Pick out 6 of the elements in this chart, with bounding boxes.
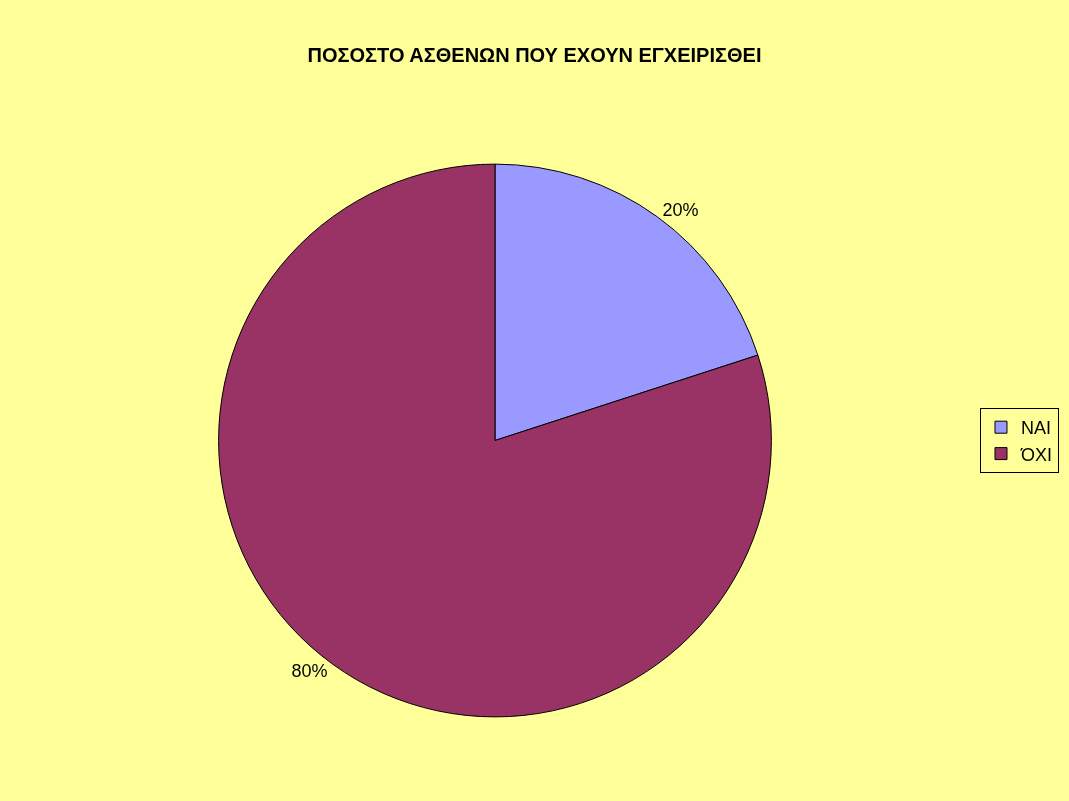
legend-label: ΌΧΙ <box>1019 444 1052 465</box>
chart-title: ΠΟΣΟΣΤΟ ΑΣΘΕΝΩΝ ΠΟΥ ΕΧΟΥΝ ΕΓΧΕΙΡΙΣΘΕΙ <box>307 44 762 67</box>
legend-label: ΝΑΙ <box>1020 418 1052 439</box>
data-label: 20% <box>662 200 699 221</box>
data-label: 80% <box>291 660 328 681</box>
pie-slice <box>218 163 772 718</box>
